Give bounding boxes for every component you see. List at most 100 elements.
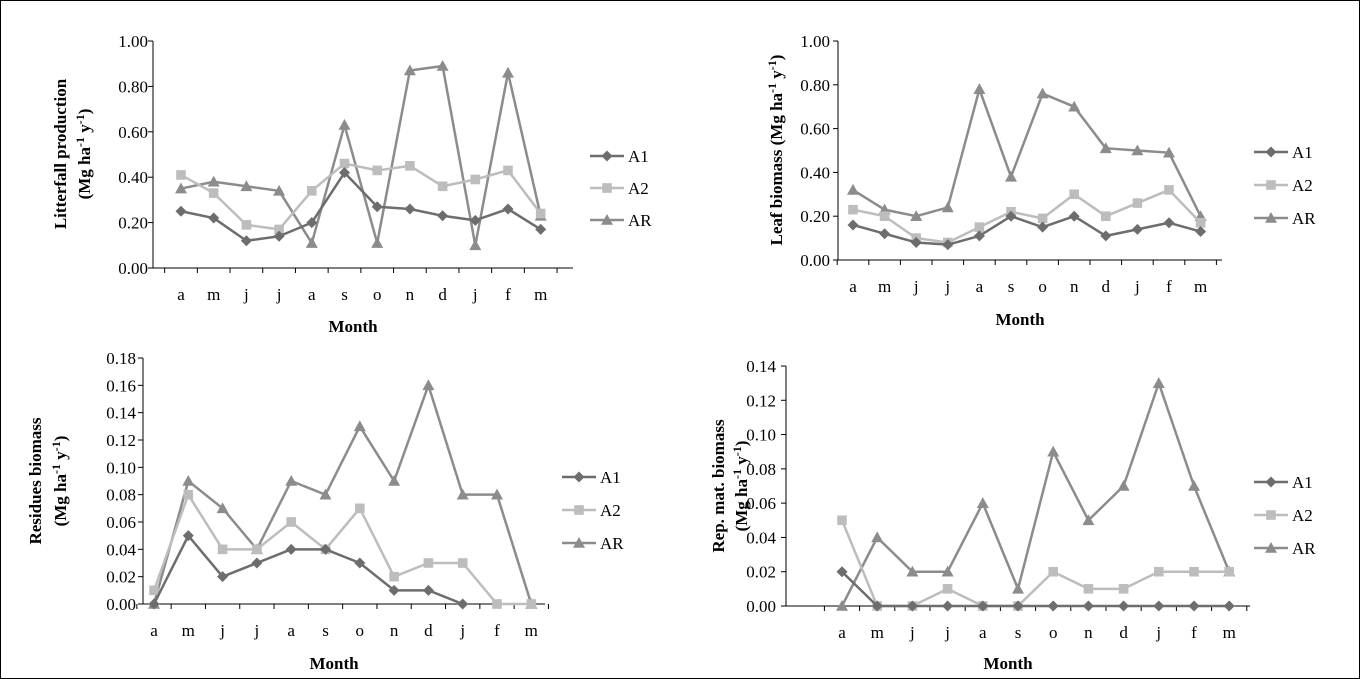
chart-panel-2: 0.00 0.20 0.40 0.60 0.80 1.00 a m j j a s o n d j f m Mont…	[765, 32, 1316, 329]
data-point-a2	[942, 584, 953, 594]
data-point-a1	[437, 210, 449, 222]
data-point-a1	[1037, 221, 1049, 233]
y-tick-label: 0.40	[800, 163, 830, 182]
y-tick-label: 0.00	[106, 595, 136, 614]
x-tick-label: f	[1166, 277, 1172, 296]
x-tick-label: j	[944, 277, 950, 296]
x-tick-label: j	[913, 277, 919, 296]
y-axis-title: Litterfall production	[51, 78, 70, 229]
data-point-a2	[149, 585, 159, 596]
x-tick-label: s	[1008, 277, 1015, 296]
series-line-ar	[852, 87, 1202, 218]
data-point-a2	[1083, 584, 1094, 594]
data-point-ar	[273, 184, 286, 196]
data-point-a1	[879, 228, 891, 240]
data-point-ar	[1068, 100, 1081, 112]
data-point-ar	[906, 565, 919, 577]
data-point-a1	[502, 203, 514, 215]
x-tick-label: o	[356, 621, 365, 640]
legend-label-ar: AR	[1292, 539, 1316, 558]
data-point-a1	[273, 230, 285, 242]
data-point-ar	[973, 83, 986, 94]
data-point-ar	[353, 420, 366, 432]
data-point-a1	[1118, 600, 1130, 612]
data-point-ar	[941, 201, 954, 213]
data-point-ar	[182, 475, 195, 486]
data-point-a1	[175, 205, 187, 217]
legend-label-a2: A2	[600, 501, 621, 520]
data-point-a2	[176, 170, 186, 180]
data-point-a1	[942, 600, 954, 612]
x-tick-label: a	[150, 621, 158, 640]
data-point-a2	[1189, 566, 1199, 577]
data-point-a1	[1047, 600, 1059, 612]
data-point-a1	[371, 201, 383, 213]
y-tick-label: 0.60	[800, 120, 830, 139]
data-point-ar	[1005, 170, 1017, 182]
data-point-ar	[1152, 377, 1165, 388]
x-tick-label: o	[373, 285, 382, 304]
data-point-a1	[1100, 230, 1112, 242]
data-point-a1	[251, 557, 263, 569]
y-axis-title-units: (Mg ha-1 y-1)	[49, 436, 70, 527]
data-point-ar	[403, 64, 416, 76]
data-point-a1	[535, 223, 547, 235]
data-point-a2	[339, 158, 350, 169]
data-point-a2	[470, 174, 481, 185]
y-tick-label: 0.12	[106, 431, 136, 450]
x-tick-label: m	[207, 285, 220, 304]
data-point-a1	[1012, 600, 1024, 612]
data-point-a1	[1153, 600, 1165, 612]
data-point-a1	[836, 566, 848, 578]
x-tick-label: n	[390, 621, 399, 640]
legend-label-a1: A1	[600, 468, 621, 487]
data-point-a1	[404, 203, 416, 215]
data-point-a2	[1101, 211, 1111, 221]
x-axis-title: Month	[328, 317, 378, 336]
data-point-ar	[1082, 514, 1095, 526]
y-tick-label: 0.80	[800, 76, 830, 95]
data-point-a2	[208, 188, 219, 198]
data-point-a2	[437, 181, 448, 192]
data-point-ar	[216, 502, 229, 514]
series-line-a2	[180, 162, 542, 231]
series-line-a2	[852, 188, 1202, 244]
x-tick-label: a	[287, 621, 295, 640]
chart-panel-3: 0.00 0.02 0.04 0.06 0.08 0.10 0.12 0.14 0.16 0.18…	[26, 349, 624, 673]
x-axis-title: Month	[995, 310, 1045, 329]
data-point-ar	[422, 379, 435, 391]
legend-marker-ar	[1265, 542, 1277, 553]
x-axis-title: Month	[309, 654, 359, 673]
data-point-a2	[1069, 189, 1079, 200]
data-point-a1	[973, 230, 985, 242]
data-point-a1	[906, 600, 918, 612]
data-point-a1	[148, 598, 160, 610]
data-point-ar	[941, 565, 954, 577]
legend-label-a1: A1	[1292, 473, 1313, 492]
data-point-a1	[208, 212, 220, 224]
x-tick-label: m	[182, 621, 195, 640]
x-tick-label: n	[1070, 277, 1079, 296]
data-point-a2	[457, 558, 468, 568]
x-tick-label: o	[1049, 623, 1058, 642]
legend-marker-a1	[573, 471, 585, 483]
y-tick-label: 0.20	[800, 207, 830, 226]
x-tick-label: s	[341, 285, 348, 304]
data-point-a1	[977, 600, 989, 612]
y-tick-label: 0.16	[106, 376, 136, 395]
y-tick-label: 0.14	[106, 404, 136, 423]
data-point-ar	[502, 66, 514, 78]
data-point-a2	[535, 208, 546, 219]
legend-marker-ar	[601, 214, 613, 225]
x-tick-label: d	[1119, 623, 1128, 642]
y-tick-label: 0.06	[106, 513, 136, 532]
x-tick-label: f	[1191, 623, 1197, 642]
legend-marker-a1	[1265, 146, 1277, 158]
data-point-ar	[1047, 445, 1060, 457]
legend-marker-a2	[1266, 510, 1276, 520]
series-line-a1	[852, 214, 1201, 246]
data-point-a1	[910, 236, 922, 248]
